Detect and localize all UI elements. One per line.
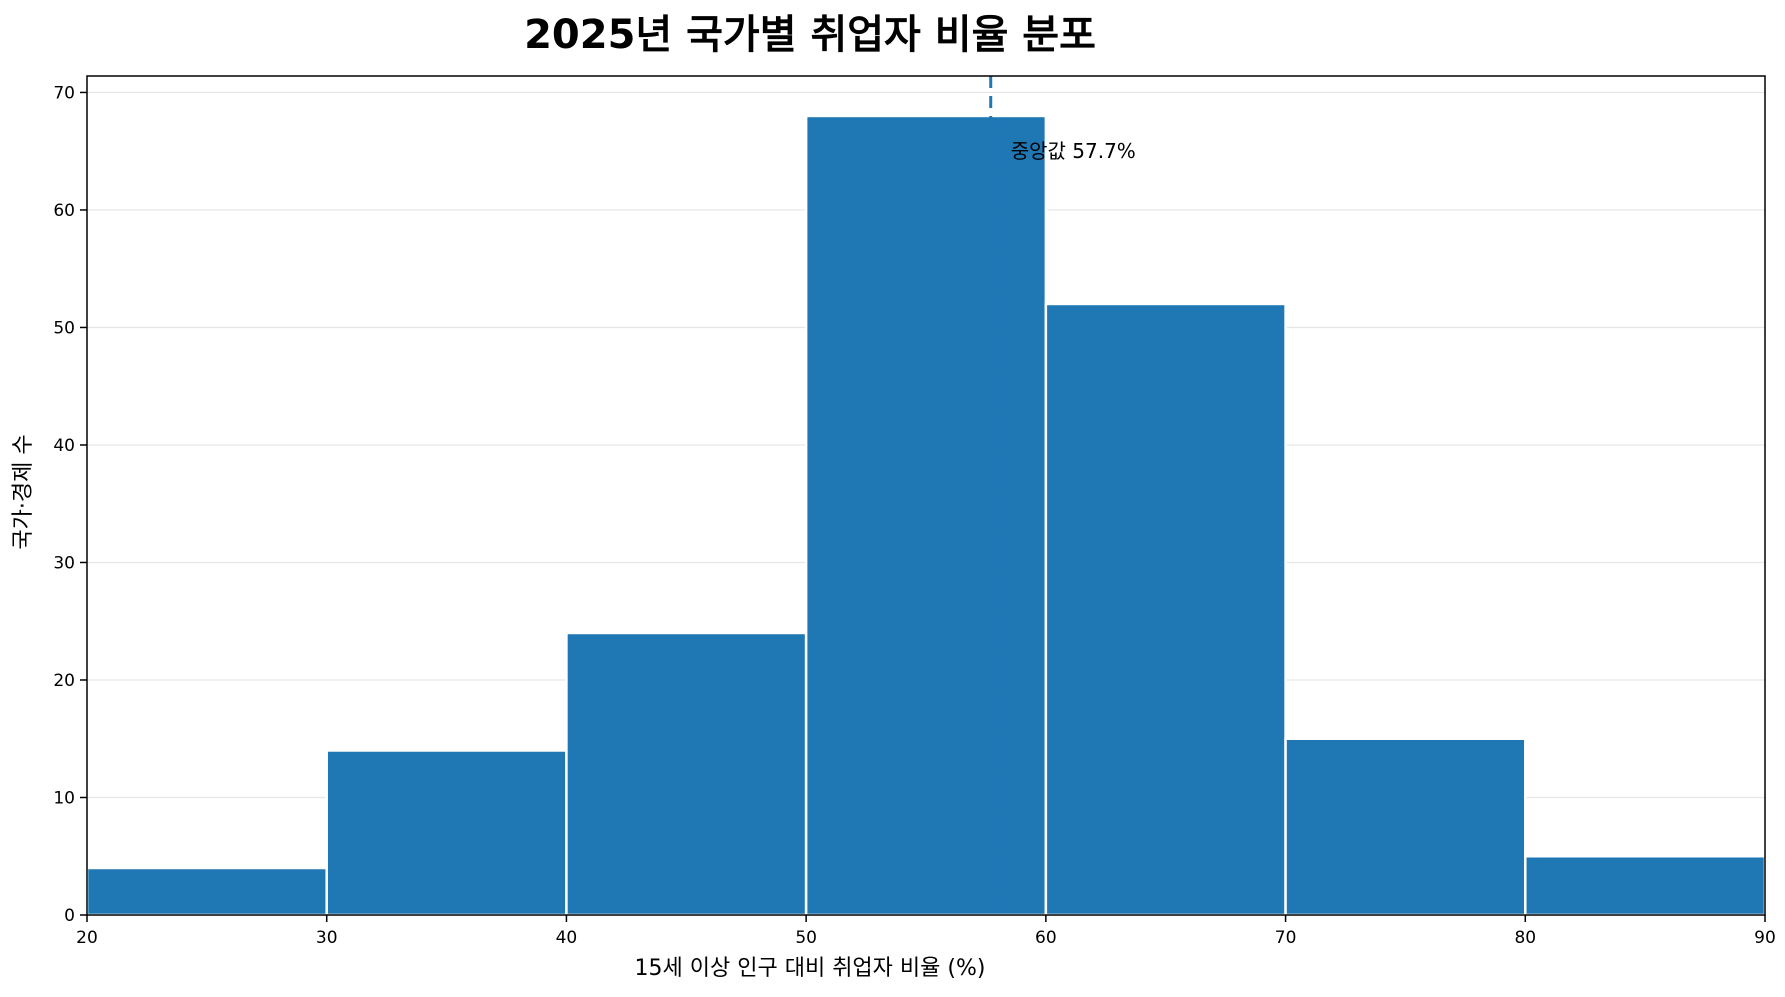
x-tick-label: 20 (76, 928, 98, 948)
histogram-bar (325, 749, 568, 917)
y-axis-label: 국가·경제 수 (11, 434, 36, 549)
x-tick-label: 60 (1035, 928, 1057, 948)
x-tick-label: 90 (1754, 928, 1776, 948)
histogram-bars (85, 114, 1767, 917)
y-tick-label: 50 (53, 318, 75, 338)
histogram-bar (1524, 854, 1767, 917)
histogram-bar (1044, 302, 1287, 917)
y-tick-label: 0 (64, 906, 75, 926)
histogram-bar (804, 114, 1048, 917)
plot-frame (86, 75, 1766, 916)
y-tick-label: 70 (53, 83, 75, 103)
y-tick-label: 30 (53, 553, 75, 573)
y-axis-ticks: 0 10 20 30 40 50 60 70 (53, 83, 87, 926)
median-label: 중앙값 57.7% (1011, 139, 1136, 163)
y-tick-label: 40 (53, 436, 75, 456)
histogram-bar (85, 866, 328, 917)
chart-title: 2025년 국가별 취업자 비율 분포 (524, 12, 1096, 58)
y-tick-label: 10 (53, 788, 75, 808)
y-tick-label: 60 (53, 201, 75, 221)
x-axis-ticks: 20 30 40 50 60 70 80 90 (76, 915, 1776, 948)
histogram-bar (565, 631, 808, 917)
x-axis-label: 15세 이상 인구 대비 취업자 비율 (%) (635, 956, 986, 981)
median-marker: 중앙값 57.7% (989, 76, 1136, 915)
x-tick-label: 30 (316, 928, 338, 948)
histogram-bar (1284, 737, 1527, 917)
x-tick-label: 80 (1514, 928, 1536, 948)
x-tick-label: 40 (556, 928, 578, 948)
y-tick-label: 20 (53, 671, 75, 691)
x-tick-label: 50 (795, 928, 817, 948)
x-tick-label: 70 (1275, 928, 1297, 948)
